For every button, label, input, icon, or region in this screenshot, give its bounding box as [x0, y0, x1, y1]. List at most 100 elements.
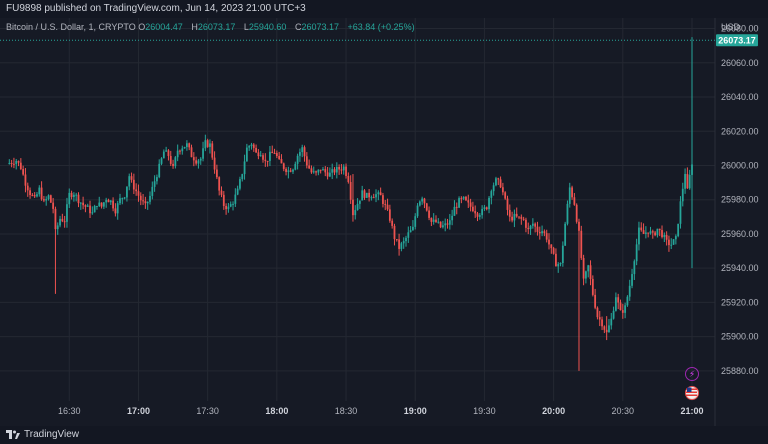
candle-body — [354, 210, 357, 216]
candle-body — [299, 152, 301, 156]
candle-body — [543, 231, 546, 234]
candle-body — [317, 169, 320, 173]
candle-body — [82, 202, 85, 206]
candle-body — [289, 170, 292, 172]
candle-body — [361, 190, 364, 201]
candle-body — [612, 310, 615, 319]
candle-body — [342, 166, 345, 171]
candle-body — [310, 168, 313, 173]
candle-body — [435, 219, 437, 222]
candle-body — [192, 157, 195, 161]
candle-body — [386, 204, 389, 210]
candle-body — [66, 204, 68, 222]
candle-body — [640, 227, 643, 231]
candle-body — [451, 215, 454, 221]
last-price-layer: 26073.17 — [0, 34, 758, 47]
candle-body — [169, 155, 172, 164]
candle-body — [679, 201, 682, 224]
candle-body — [644, 232, 647, 234]
candle-body — [29, 190, 31, 196]
candle-body — [674, 236, 677, 240]
candle-body — [488, 197, 490, 210]
candle-body — [10, 162, 13, 164]
candle-body — [301, 147, 304, 153]
candle-body — [520, 216, 523, 219]
candle-body — [365, 192, 368, 198]
candle-body — [358, 200, 361, 204]
candle-body — [257, 152, 260, 157]
candle-body — [43, 199, 45, 201]
candle-body — [123, 197, 126, 199]
candle-body — [412, 226, 414, 231]
x-tick-label: 18:00 — [265, 406, 288, 416]
candle-body — [347, 175, 350, 182]
candle-body — [13, 163, 15, 165]
candle-body — [172, 163, 174, 167]
candle-body — [398, 239, 400, 249]
candle-body — [100, 202, 103, 207]
candle-body — [75, 194, 78, 196]
candle-body — [102, 202, 105, 207]
x-tick-label: 16:30 — [58, 406, 81, 416]
candle-body — [61, 218, 64, 222]
candle-body — [188, 143, 191, 148]
candle-body — [183, 146, 186, 149]
candlestick-chart[interactable]: 26073.17 26080.00 26060.00 26040.00 26020.0… — [0, 18, 768, 426]
candle-body — [38, 187, 41, 195]
candle-body — [292, 169, 294, 172]
candle-body — [218, 177, 221, 191]
candle-body — [234, 194, 237, 204]
tradingview-brand[interactable]: TradingView — [6, 426, 79, 444]
candle-body — [98, 202, 101, 207]
candle-body — [568, 187, 571, 204]
candle-body — [442, 225, 444, 228]
candle-body — [26, 185, 29, 191]
candle-body — [402, 241, 405, 244]
candle-body — [688, 174, 691, 189]
candle-body — [635, 244, 638, 262]
candle-body — [287, 170, 290, 172]
candle-body — [621, 310, 624, 313]
candle-body — [638, 227, 640, 245]
candle-body — [162, 151, 165, 159]
candle-body — [335, 166, 338, 173]
candle-body — [19, 162, 22, 170]
y-axis: 26080.00 26060.00 26040.00 26020.00 26000.00… — [721, 24, 759, 376]
candle-body — [324, 169, 327, 173]
grid-layer — [0, 18, 716, 426]
y-tick-label: 25980.00 — [721, 195, 759, 205]
x-tick-label: 18:30 — [335, 406, 358, 416]
candle-body — [368, 192, 371, 198]
candle-body — [204, 140, 207, 149]
candle-body — [536, 226, 539, 232]
candle-body — [518, 216, 520, 218]
chart-area[interactable]: 26073.17 26080.00 26060.00 26040.00 26020.0… — [0, 18, 768, 426]
y-tick-label: 25920.00 — [721, 297, 759, 307]
candle-body — [222, 194, 225, 206]
x-tick-label: 20:30 — [612, 406, 635, 416]
candle-body — [84, 205, 87, 207]
candle-body — [444, 223, 447, 226]
candle-body — [405, 237, 407, 242]
candle-body — [54, 208, 57, 230]
candle-body — [582, 258, 585, 279]
candle-body — [165, 150, 168, 152]
candle-body — [548, 239, 550, 245]
candle-body — [195, 160, 198, 164]
candle-body — [647, 232, 650, 234]
candle-body — [642, 230, 645, 234]
candle-body — [119, 198, 121, 204]
candle-body — [476, 213, 479, 217]
candle-body — [564, 223, 567, 246]
candle-body — [33, 195, 36, 197]
candle-body — [619, 302, 622, 311]
us-flag-event-icon[interactable] — [685, 386, 699, 400]
candle-body — [598, 317, 601, 320]
candle-body — [552, 248, 555, 254]
candle-body — [465, 196, 467, 201]
lightning-event-icon[interactable]: ⚡ — [685, 367, 699, 381]
candle-body — [68, 192, 71, 205]
candle-body — [72, 194, 75, 197]
candle-body — [677, 223, 680, 237]
candle-body — [409, 230, 412, 233]
